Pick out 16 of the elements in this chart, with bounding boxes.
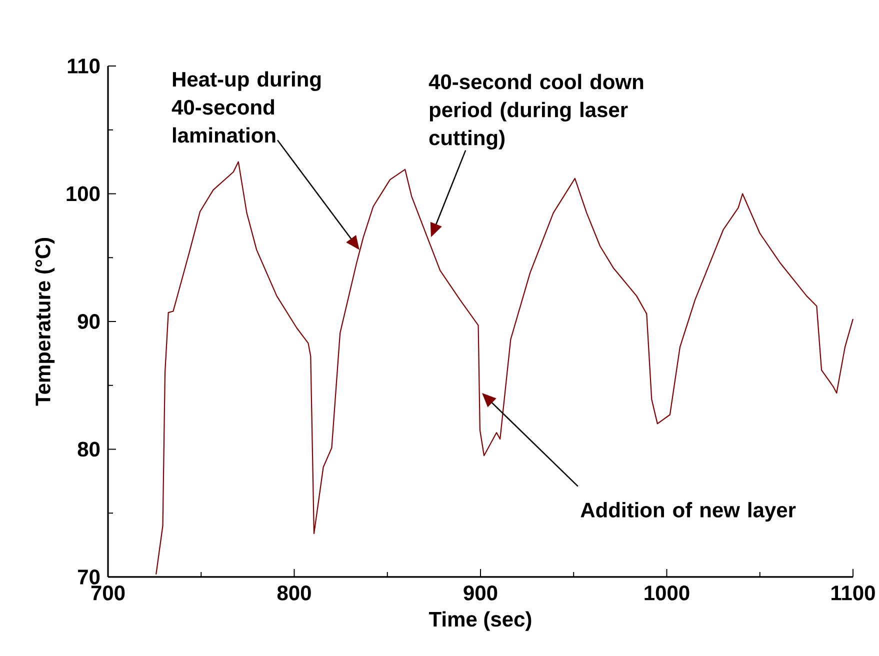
- annotation: 40-second cool down period (during laser cutting): [428, 74, 644, 150]
- y-tick-label: 80: [78, 442, 100, 457]
- y-tick-label: 110: [68, 58, 100, 74]
- x-tick-label: 700: [91, 586, 125, 600]
- x-tick-label: 900: [464, 586, 498, 600]
- x-tick-label: 1000: [644, 586, 690, 600]
- y-tick-label: 90: [78, 314, 100, 329]
- line-series: [156, 161, 854, 575]
- x-tick-label: 800: [277, 586, 311, 600]
- x-tick-label: 1100: [832, 586, 875, 600]
- x-axis-title: Time (sec): [428, 611, 532, 631]
- annotation: Heat-up during 40-second lamination: [172, 71, 321, 143]
- y-axis-title: Temperature (°C): [35, 238, 55, 406]
- annotation: Addition of new layer: [580, 502, 796, 522]
- y-tick-label: 70: [78, 570, 100, 584]
- y-tick-label: 100: [66, 186, 100, 202]
